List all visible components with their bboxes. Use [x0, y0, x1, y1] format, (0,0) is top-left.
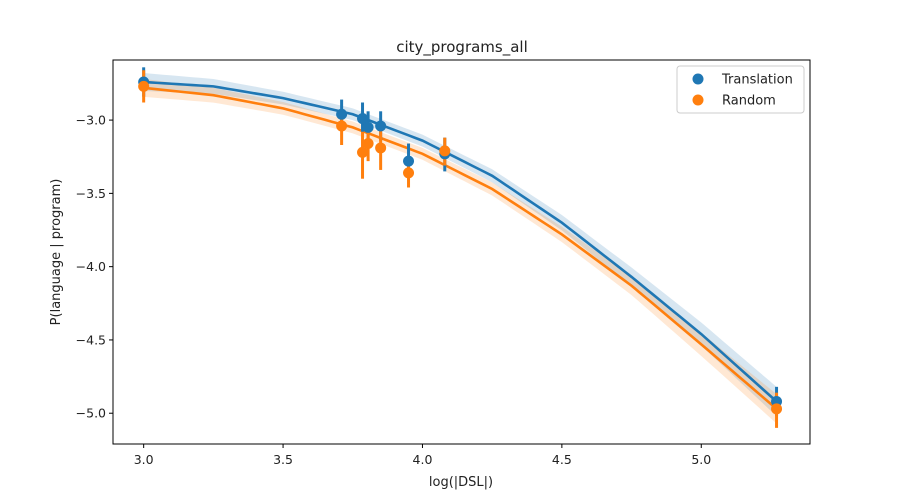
data-point-random-1: [336, 120, 348, 132]
fit-lines: [143, 80, 778, 410]
data-points: [138, 76, 783, 415]
x-tick-label-0: 3.0: [134, 452, 154, 467]
data-point-random-7: [771, 403, 783, 415]
fit-line-random: [143, 86, 778, 410]
data-point-random-3: [362, 138, 374, 150]
legend-marker-random: [692, 94, 704, 106]
data-point-random-5: [403, 167, 415, 179]
chart-title: city_programs_all: [396, 38, 528, 57]
confidence-bands: [143, 72, 777, 424]
confidence-band-random: [143, 78, 777, 424]
data-point-translation-1: [336, 108, 348, 120]
x-tick-label-1: 3.5: [273, 452, 293, 467]
data-point-translation-5: [403, 155, 415, 167]
y-axis-label: P(language | program): [49, 179, 64, 326]
y-tick-label-3: −4.5: [76, 332, 106, 347]
legend-box: [676, 65, 805, 114]
data-point-random-0: [138, 80, 150, 92]
data-point-random-6: [439, 145, 451, 157]
data-point-random-4: [375, 142, 387, 154]
legend-label-random: Random: [722, 94, 776, 109]
x-tick-label-2: 4.0: [413, 452, 433, 467]
legend-label-translation: Translation: [721, 73, 793, 88]
x-axis-ticks: 3.0 3.5 4.0 4.5 5.0: [134, 444, 711, 467]
y-tick-label-0: −3.0: [76, 113, 106, 128]
data-point-translation-3: [362, 121, 374, 133]
x-tick-label-4: 5.0: [691, 452, 711, 467]
y-tick-label-1: −3.5: [76, 186, 106, 201]
y-axis-ticks: −3.0 −3.5 −4.0 −4.5 −5.0: [76, 113, 113, 421]
error-bars: [142, 67, 779, 428]
data-point-random-2: [357, 146, 369, 158]
y-tick-label-2: −4.0: [76, 259, 106, 274]
fit-line-translation: [143, 80, 778, 403]
data-point-translation-4: [375, 120, 387, 132]
legend-marker-translation: [692, 73, 704, 85]
x-axis-label: log(|DSL|): [429, 475, 493, 490]
legend: Translation Random: [676, 65, 805, 114]
y-tick-label-4: −5.0: [76, 406, 106, 421]
confidence-band-translation: [143, 72, 777, 417]
plot-frame: [112, 59, 811, 445]
data-point-translation-2: [357, 113, 369, 125]
x-tick-label-3: 4.5: [552, 452, 572, 467]
